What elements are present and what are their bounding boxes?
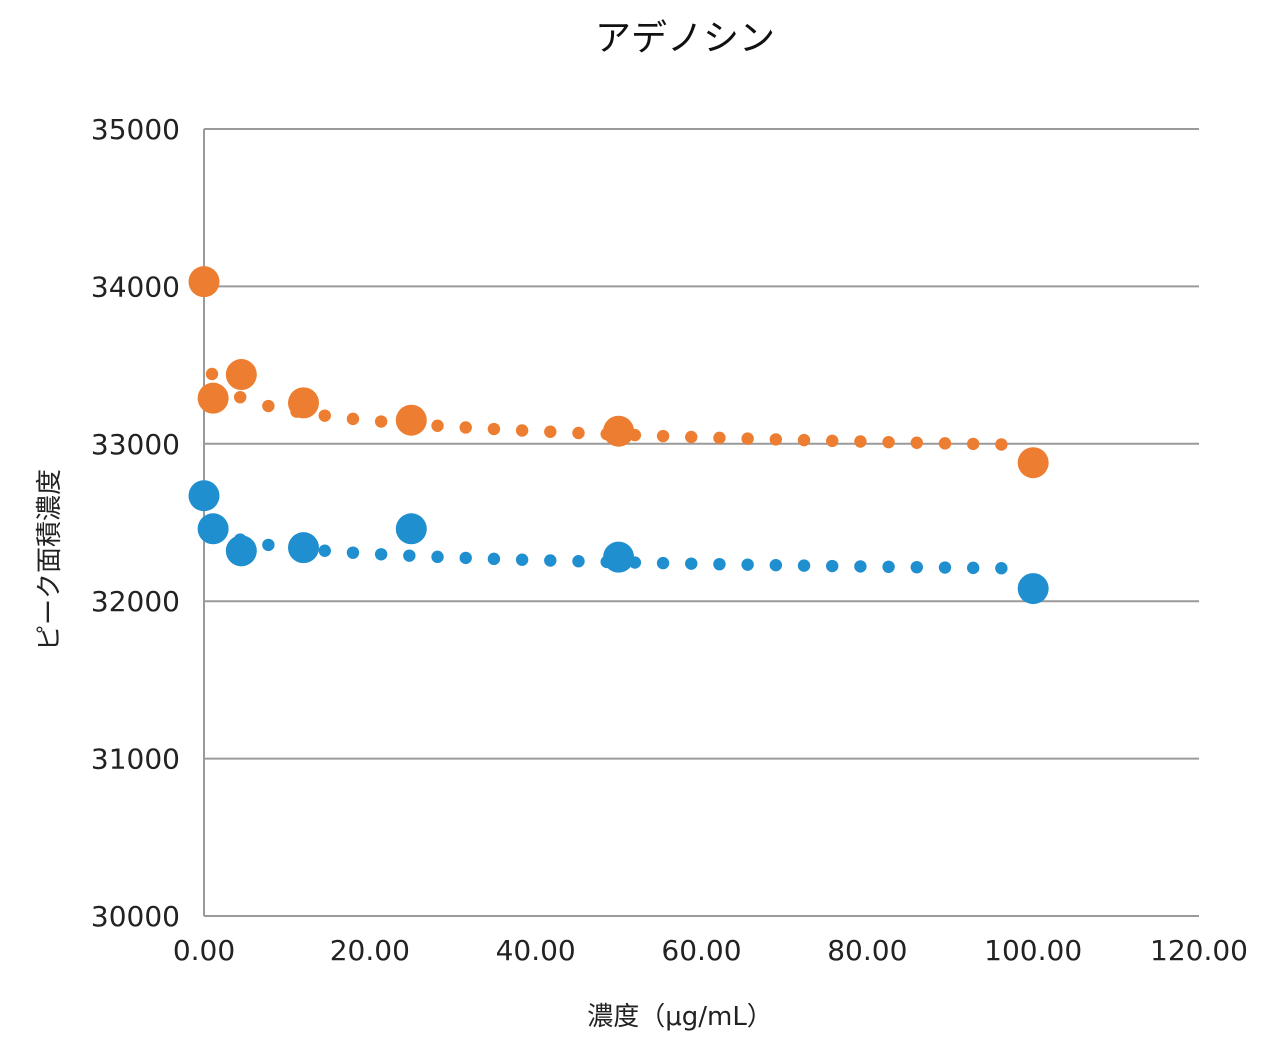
trendline-dot bbox=[995, 562, 1008, 575]
trendline-dot bbox=[431, 550, 444, 564]
trendline-dot bbox=[459, 421, 472, 434]
trendline-dot bbox=[459, 551, 472, 565]
trendline-dot bbox=[262, 538, 275, 552]
trendline-dot bbox=[910, 436, 923, 449]
trendline-dot bbox=[431, 419, 444, 432]
data-point bbox=[188, 480, 220, 512]
trendlines bbox=[205, 367, 1008, 575]
trendline-dot bbox=[938, 561, 952, 574]
trendline-dot bbox=[826, 559, 839, 573]
trendline-dot bbox=[995, 438, 1008, 451]
y-tick-label: 35000 bbox=[91, 113, 180, 146]
data-point bbox=[225, 535, 257, 567]
trendline-dot bbox=[713, 431, 726, 445]
x-tick-label: 80.00 bbox=[827, 934, 907, 967]
trendline-dot bbox=[487, 422, 501, 436]
y-tick-label: 33000 bbox=[91, 428, 180, 461]
x-axis-title: 濃度（μg/mL） bbox=[587, 1002, 773, 1032]
trendline-dot bbox=[741, 432, 754, 445]
trendline-dot bbox=[487, 552, 501, 566]
data-point bbox=[197, 513, 229, 545]
trendline-dot bbox=[515, 553, 529, 566]
data-point bbox=[603, 415, 635, 447]
trendline-dot bbox=[797, 559, 811, 572]
trendline-dot bbox=[769, 558, 783, 572]
y-axis-title: ピーク面積濃度 bbox=[35, 469, 65, 651]
trendline-dot bbox=[769, 433, 783, 446]
data-point bbox=[288, 387, 319, 419]
data-point bbox=[603, 541, 635, 573]
data-point bbox=[395, 404, 427, 436]
trendline-dot bbox=[262, 399, 275, 413]
trendline-dot bbox=[374, 415, 388, 428]
trendline-dot bbox=[741, 558, 754, 571]
trendline-dot bbox=[854, 560, 867, 573]
trendline-dot bbox=[374, 548, 388, 561]
trendline-dot bbox=[403, 549, 416, 562]
x-tick-label: 0.00 bbox=[173, 934, 235, 967]
trendline-dot bbox=[205, 367, 219, 381]
data-point bbox=[1017, 447, 1049, 479]
trendline-dot bbox=[515, 424, 529, 437]
trendline-dot bbox=[826, 434, 839, 448]
data-point bbox=[288, 532, 319, 564]
y-tick-label: 30000 bbox=[91, 900, 180, 933]
trendline-dot bbox=[233, 390, 247, 404]
trendline-dot bbox=[318, 409, 331, 422]
x-tick-label: 20.00 bbox=[330, 934, 410, 967]
trendline-dot bbox=[685, 430, 698, 444]
trendline-dot bbox=[797, 433, 811, 447]
x-tick-label: 60.00 bbox=[661, 934, 741, 967]
x-axis-ticks: 0.00 20.00 40.00 60.00 80.00 100.00 120.00 bbox=[173, 934, 1248, 967]
data-points bbox=[188, 266, 1049, 605]
trendline-dot bbox=[346, 412, 360, 426]
trendline-dot bbox=[882, 560, 895, 574]
trendline-dot bbox=[544, 425, 557, 438]
trendline-dot bbox=[966, 561, 980, 575]
trendline-dot bbox=[910, 560, 923, 574]
trendline-dot bbox=[572, 426, 585, 440]
trendline-dot bbox=[572, 555, 585, 568]
trendline-dot bbox=[346, 546, 360, 559]
y-tick-label: 32000 bbox=[91, 585, 180, 618]
data-point bbox=[197, 382, 229, 414]
y-axis-ticks: 30000 31000 32000 33000 34000 35000 bbox=[91, 113, 180, 933]
data-point bbox=[1017, 573, 1049, 605]
trendline-dot bbox=[938, 437, 952, 450]
trendline-dot bbox=[656, 429, 670, 443]
data-point bbox=[188, 266, 220, 298]
trendline-dot bbox=[656, 556, 670, 570]
trendline-dot bbox=[685, 557, 698, 570]
trendline-dot bbox=[544, 554, 557, 567]
trendline-dot bbox=[318, 544, 331, 557]
data-point bbox=[395, 513, 427, 545]
data-point bbox=[225, 359, 257, 391]
trendline-dot bbox=[966, 437, 980, 451]
trendline-dot bbox=[713, 557, 726, 571]
x-tick-label: 40.00 bbox=[496, 934, 576, 967]
grid bbox=[204, 128, 1199, 917]
trendline-dot bbox=[882, 435, 895, 449]
x-tick-label: 120.00 bbox=[1150, 934, 1248, 967]
chart-title: アデノシン bbox=[595, 18, 775, 59]
x-tick-label: 100.00 bbox=[984, 934, 1082, 967]
y-tick-label: 31000 bbox=[91, 743, 180, 776]
trendline-dot bbox=[854, 435, 867, 448]
y-tick-label: 34000 bbox=[91, 270, 180, 303]
